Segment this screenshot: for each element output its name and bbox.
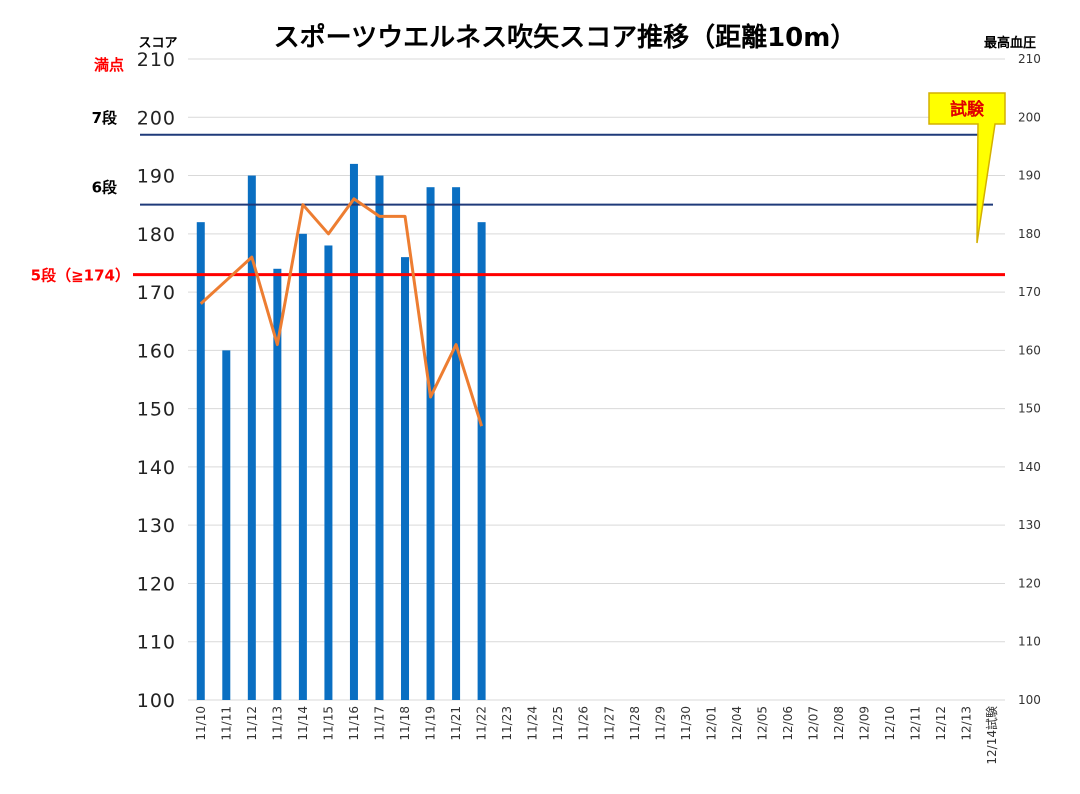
x-tick-label: 11/15 [321,706,335,741]
y-tick-label-right: 160 [1018,343,1041,357]
bar [375,175,384,700]
y-tick-label-left: 190 [137,166,176,188]
x-tick-label: 11/24 [526,706,540,741]
x-tick-label: 11/29 [653,706,667,741]
gridlines [188,58,1005,701]
bar [196,222,205,700]
y-axis-title-right: 最高血圧 [984,35,1036,51]
reference-label: 5段（≧174） [31,267,130,285]
x-tick-label: 12/01 [704,706,718,741]
y-tick-label-right: 150 [1018,402,1041,416]
bar [452,187,461,700]
bar [298,233,307,700]
x-tick-label: 11/22 [475,706,489,741]
x-tick-label: 12/08 [832,706,846,741]
exam-callout: 試験 [928,92,1006,244]
reference-label: 7段 [92,109,117,127]
x-tick-label: 11/16 [347,706,361,741]
callout-label: 試験 [950,99,985,120]
bar [477,222,486,700]
x-tick-label: 12/13 [960,706,974,741]
chart-title: スポーツウエルネス吹矢スコア推移（距離10m） [274,22,857,53]
bar [247,175,256,700]
bar [401,257,410,700]
x-tick-label: 11/30 [679,706,693,741]
y-tick-label-left: 150 [137,399,176,421]
x-tick-label: 12/11 [909,706,923,741]
y-tick-label-left: 130 [137,515,176,537]
x-axis: 11/10 11/11 11/12 11/13 11/14 11/15 11/16 11/17… [194,706,999,765]
x-tick-label: 11/26 [577,706,591,741]
x-tick-label: 11/12 [245,706,259,741]
bar [349,163,358,700]
x-tick-label: 12/10 [883,706,897,741]
x-tick-label: 11/25 [551,706,565,741]
x-tick-label: 12/09 [858,706,872,741]
y-axis-left: 100 110 120 130 140 150 160 170 180 190 200 210 [137,49,176,712]
bar-series [196,163,486,701]
x-tick-label: 12/04 [730,706,744,741]
y-tick-label-left: 120 [137,573,176,595]
y-tick-label-right: 200 [1018,110,1041,124]
x-tick-label: 11/28 [628,706,642,741]
x-tick-label: 11/21 [449,706,463,741]
y-tick-label-right: 130 [1018,518,1041,532]
x-tick-label: 11/14 [296,706,310,741]
x-tick-label: 11/19 [424,706,438,741]
x-tick-label: 11/13 [270,706,284,741]
y-tick-label-left: 180 [137,224,176,246]
reference-lines: 満点 7段 6段 5段（≧174） [31,56,1005,285]
bar [273,268,282,700]
line-series [199,197,484,427]
bar [426,187,435,700]
x-tick-label: 11/18 [398,706,412,741]
y-tick-label-left: 200 [137,107,176,129]
y-tick-label-left: 210 [137,49,176,71]
y-axis-right: 100 110 120 130 140 150 160 170 180 190 200 210 [1018,52,1041,707]
bar [324,245,333,701]
x-tick-label: 12/05 [755,706,769,741]
y-tick-label-right: 210 [1018,52,1041,66]
y-tick-label-right: 140 [1018,460,1041,474]
y-tick-label-left: 140 [137,457,176,479]
x-tick-label: 11/11 [219,706,233,741]
x-tick-label: 12/07 [807,706,821,741]
y-tick-label-right: 170 [1018,285,1041,299]
line-path [199,197,484,427]
x-tick-label: 11/10 [194,706,208,741]
y-axis-title-left: スコア [138,36,177,51]
y-tick-label-right: 180 [1018,227,1041,241]
reference-label: 満点 [94,56,124,74]
y-tick-label-left: 170 [137,282,176,304]
y-tick-label-right: 110 [1018,635,1041,649]
reference-label: 6段 [92,179,117,197]
x-tick-label: 11/23 [500,706,514,741]
y-tick-label-left: 160 [137,340,176,362]
x-tick-label: 11/17 [372,706,386,741]
x-tick-label: 12/12 [934,706,948,741]
y-tick-label-left: 110 [137,632,176,654]
y-tick-label-right: 100 [1018,693,1041,707]
y-tick-label-right: 120 [1018,576,1041,590]
x-tick-label: 12/06 [781,706,795,741]
y-tick-label-left: 100 [137,690,176,712]
x-tick-label: 11/27 [602,706,616,741]
bar [222,350,231,700]
x-tick-label: 12/14試験 [984,706,999,765]
y-tick-label-right: 190 [1018,169,1041,183]
callout-shape [928,92,1006,244]
